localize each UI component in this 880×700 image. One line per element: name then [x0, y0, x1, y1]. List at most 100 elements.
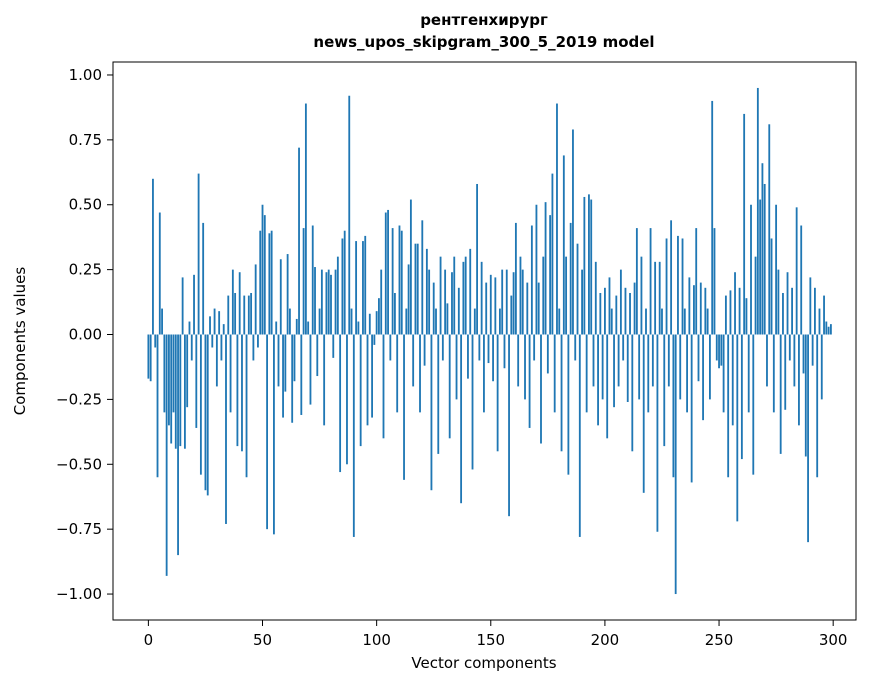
bar — [521, 269, 524, 335]
bar — [592, 334, 595, 387]
bar — [165, 334, 168, 576]
bar — [179, 334, 182, 447]
bar — [565, 256, 568, 335]
bar — [642, 334, 645, 493]
bar — [567, 334, 570, 475]
bar — [241, 334, 243, 452]
bar — [209, 316, 211, 335]
bar — [457, 287, 460, 335]
bar — [341, 238, 344, 335]
bar — [494, 277, 497, 335]
bar — [197, 173, 200, 335]
bar — [215, 334, 218, 387]
bar — [556, 103, 558, 335]
bar — [656, 334, 659, 532]
bar — [779, 334, 782, 454]
bar — [752, 334, 755, 475]
bar — [736, 334, 739, 522]
bar — [373, 334, 376, 345]
bar — [505, 269, 508, 335]
bar — [503, 334, 506, 369]
bar — [231, 269, 234, 335]
bar — [604, 287, 606, 335]
bar — [314, 267, 316, 335]
bar — [553, 334, 556, 413]
bar — [549, 215, 552, 335]
bar — [697, 334, 700, 382]
bar — [368, 313, 371, 335]
bar — [727, 334, 730, 478]
bar — [786, 272, 789, 335]
bar — [405, 308, 408, 335]
bar — [540, 334, 542, 444]
bar — [800, 225, 803, 335]
y-tick-label: 0.00 — [69, 326, 102, 344]
bar — [307, 321, 310, 335]
bar — [284, 334, 287, 392]
x-tick-label: 250 — [705, 631, 734, 649]
bar — [288, 308, 291, 335]
bar — [572, 129, 574, 335]
bar — [186, 334, 189, 408]
bar — [827, 326, 830, 335]
bar — [688, 277, 691, 335]
bar — [661, 308, 663, 335]
bar — [738, 287, 741, 335]
bar — [633, 282, 636, 335]
y-tick-label: 0.25 — [69, 261, 102, 279]
bar — [423, 334, 426, 366]
bar — [352, 334, 355, 537]
bar — [683, 308, 686, 335]
bar — [254, 264, 257, 335]
bar — [750, 204, 752, 335]
bar — [282, 334, 284, 418]
bar — [510, 295, 513, 335]
bar — [343, 230, 346, 335]
bar — [378, 298, 380, 335]
bar — [483, 334, 485, 413]
bar — [355, 241, 358, 335]
bar — [610, 308, 613, 335]
bar — [375, 311, 378, 335]
bar — [613, 334, 615, 408]
bar — [734, 272, 736, 335]
bar — [421, 220, 424, 335]
bar — [467, 334, 469, 379]
bar — [437, 334, 440, 454]
bar — [460, 334, 463, 504]
bar — [649, 228, 652, 335]
bar — [425, 248, 428, 335]
bar — [624, 287, 627, 335]
bar — [323, 334, 326, 426]
bar — [366, 334, 369, 426]
bar — [761, 163, 764, 335]
bar — [770, 238, 773, 335]
bar — [478, 334, 481, 361]
bar — [455, 334, 458, 400]
bar — [724, 295, 727, 335]
bar — [261, 204, 264, 335]
bar — [615, 295, 618, 335]
bar — [339, 334, 342, 473]
y-tick-label: 0.75 — [69, 131, 102, 149]
x-tick-label: 200 — [591, 631, 620, 649]
bar — [720, 334, 723, 366]
bar — [462, 261, 465, 335]
bar — [811, 334, 814, 366]
bar — [286, 254, 289, 335]
bar — [311, 225, 314, 335]
bar — [722, 334, 725, 413]
bar — [729, 290, 732, 335]
bar — [581, 269, 583, 335]
bar — [631, 334, 634, 452]
bar — [622, 334, 625, 361]
bar — [654, 261, 657, 335]
bar — [202, 222, 205, 335]
bar — [225, 334, 227, 524]
bar — [674, 334, 677, 595]
bar — [617, 334, 620, 387]
bar — [814, 287, 816, 335]
bar — [496, 334, 499, 452]
